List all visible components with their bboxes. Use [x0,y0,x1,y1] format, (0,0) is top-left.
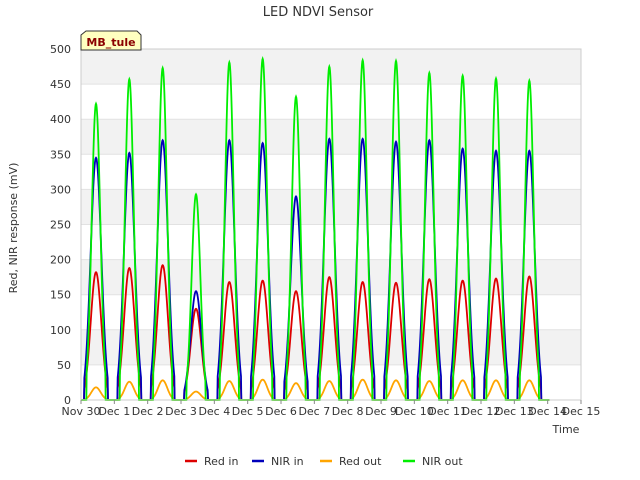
x-tick-label: Dec 7 [298,405,330,418]
x-tick-label: Dec 10 [395,405,434,418]
x-tick-label: Dec 6 [265,405,297,418]
plot-frame [80,48,582,401]
x-tick-label: Dec 9 [365,405,397,418]
legend-label: Red in [204,455,238,468]
x-tick-label: Dec 11 [428,405,467,418]
x-tick-label: Dec 13 [495,405,534,418]
x-tick-label: Dec 15 [562,405,601,418]
y-tick-label: 200 [50,254,71,267]
y-tick-label: 300 [50,183,71,196]
station-badge: MB_tule [80,30,142,51]
background-band [81,189,581,225]
x-axis-label: Time [552,423,580,436]
legend-item: NIR out [403,455,463,468]
x-tick-label: Dec 14 [528,405,567,418]
station-badge-box [80,30,142,51]
y-tick-label: 0 [64,394,71,407]
x-tick-label: Dec 1 [98,405,130,418]
y-tick-label: 250 [50,219,71,232]
station-badge-text: MB_tule [86,36,135,49]
chart-title: LED NDVI Sensor [263,5,374,20]
legend-item: Red in [185,455,238,468]
x-tick-label: Dec 2 [132,405,164,418]
legend-label: NIR out [422,455,463,468]
y-tick-label: 100 [50,324,71,337]
legend-item: NIR in [252,455,304,468]
y-tick-label: 150 [50,289,71,302]
y-tick-label: 50 [57,359,71,372]
background-band [81,329,581,365]
legend-label: NIR in [271,455,304,468]
x-tick-label: Dec 12 [462,405,501,418]
x-tick-label: Dec 8 [332,405,364,418]
x-tick-label: Dec 4 [198,405,230,418]
legend: Red in NIR in Red out NIR out [185,455,463,468]
y-tick-label: 450 [50,78,71,91]
legend-item: Red out [320,455,382,468]
x-tick-label: Nov 30 [62,405,101,418]
x-tick-label: Dec 3 [165,405,197,418]
y-tick-label: 350 [50,148,71,161]
y-axis-ticks: 0 50 100 150 200 250 300 350 400 450 500 [50,43,71,407]
y-tick-label: 500 [50,43,71,56]
y-tick-label: 400 [50,113,71,126]
x-tick-label: Dec 5 [232,405,264,418]
y-axis-label: Red, NIR response (mV) [7,163,20,294]
legend-label: Red out [339,455,382,468]
